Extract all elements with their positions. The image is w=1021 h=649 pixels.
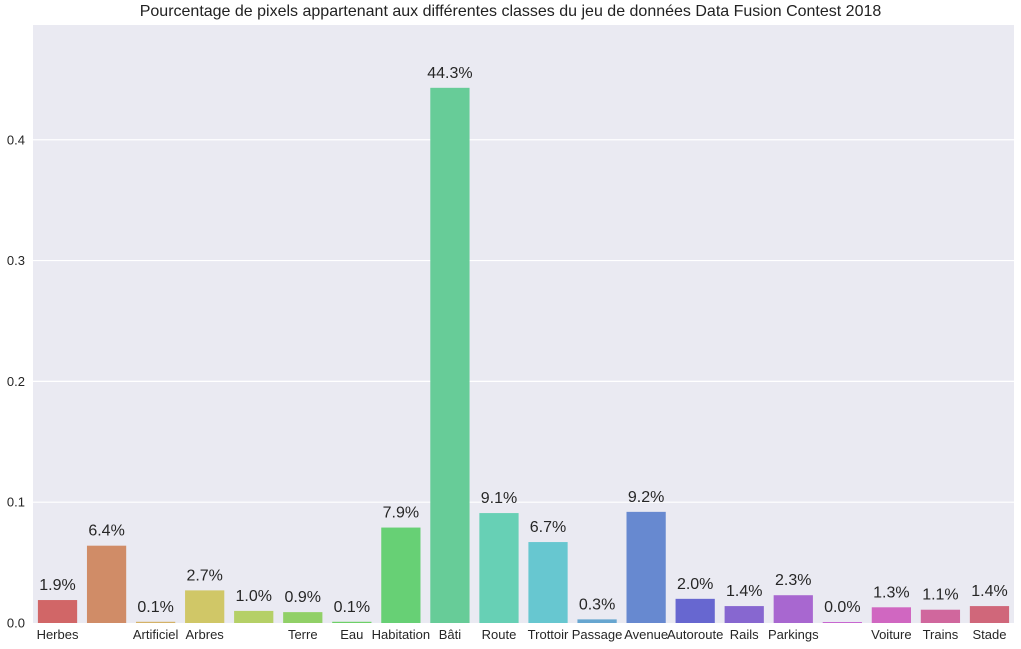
data-label: 44.3% bbox=[427, 65, 472, 82]
bar bbox=[969, 606, 1010, 623]
data-label: 2.0% bbox=[677, 576, 713, 593]
x-tick-label: Route bbox=[482, 627, 517, 642]
x-tick-label: Parkings bbox=[768, 627, 819, 642]
bar bbox=[773, 595, 813, 623]
data-label: 6.4% bbox=[88, 523, 124, 540]
bar bbox=[332, 621, 372, 623]
bar bbox=[724, 606, 764, 623]
bar bbox=[577, 619, 617, 623]
bar bbox=[528, 542, 568, 623]
data-label: 1.4% bbox=[971, 583, 1007, 600]
x-tick-label: Habitation bbox=[372, 627, 431, 642]
x-tick-label: Arbres bbox=[186, 627, 225, 642]
plot-background bbox=[33, 25, 1014, 623]
x-tick-label: Rails bbox=[730, 627, 759, 642]
data-label: 2.7% bbox=[186, 567, 222, 584]
x-tick-label: Herbes bbox=[37, 627, 79, 642]
x-tick-label: Bâti bbox=[439, 627, 462, 642]
x-tick-label: Artificiel bbox=[133, 627, 179, 642]
x-tick-label: Passage bbox=[572, 627, 623, 642]
data-label: 1.9% bbox=[39, 577, 75, 594]
y-tick-label: 0.1 bbox=[7, 495, 25, 510]
data-label: 0.9% bbox=[285, 589, 321, 606]
x-tick-label: Trottoir bbox=[528, 627, 569, 642]
bar bbox=[822, 622, 862, 623]
bar bbox=[626, 511, 666, 623]
data-label: 2.3% bbox=[775, 572, 811, 589]
x-tick-label: Terre bbox=[288, 627, 318, 642]
bar bbox=[234, 610, 274, 623]
bar bbox=[37, 600, 78, 623]
y-tick-label: 0.0 bbox=[7, 616, 25, 631]
x-tick-label: Voiture bbox=[871, 627, 911, 642]
data-label: 6.7% bbox=[530, 519, 566, 536]
data-label: 9.2% bbox=[628, 489, 664, 506]
chart-title: Pourcentage de pixels appartenant aux di… bbox=[139, 3, 882, 20]
bar bbox=[381, 527, 421, 623]
bar bbox=[675, 598, 715, 623]
data-label: 1.1% bbox=[922, 587, 958, 604]
x-tick-label: Stade bbox=[972, 627, 1006, 642]
data-label: 7.9% bbox=[383, 505, 419, 522]
bar bbox=[185, 590, 225, 623]
bar bbox=[283, 612, 323, 623]
data-label: 1.3% bbox=[873, 584, 909, 601]
data-label: 0.1% bbox=[334, 599, 370, 616]
bar bbox=[430, 87, 470, 624]
x-tick-label: Avenue bbox=[624, 627, 668, 642]
bar bbox=[86, 545, 127, 623]
data-label: 9.1% bbox=[481, 490, 517, 507]
bar bbox=[136, 621, 176, 623]
x-tick-label: Trains bbox=[923, 627, 959, 642]
y-tick-label: 0.4 bbox=[7, 132, 25, 147]
bar bbox=[871, 607, 911, 623]
data-label: 0.3% bbox=[579, 596, 615, 613]
data-label: 1.4% bbox=[726, 583, 762, 600]
x-tick-label: Autoroute bbox=[667, 627, 723, 642]
data-label: 0.1% bbox=[137, 599, 173, 616]
x-tick-label: Eau bbox=[340, 627, 363, 642]
y-tick-label: 0.2 bbox=[7, 374, 25, 389]
bar bbox=[479, 513, 519, 623]
data-label: 1.0% bbox=[235, 588, 271, 605]
data-label: 0.0% bbox=[824, 599, 860, 616]
bar bbox=[920, 609, 961, 623]
y-tick-label: 0.3 bbox=[7, 253, 25, 268]
